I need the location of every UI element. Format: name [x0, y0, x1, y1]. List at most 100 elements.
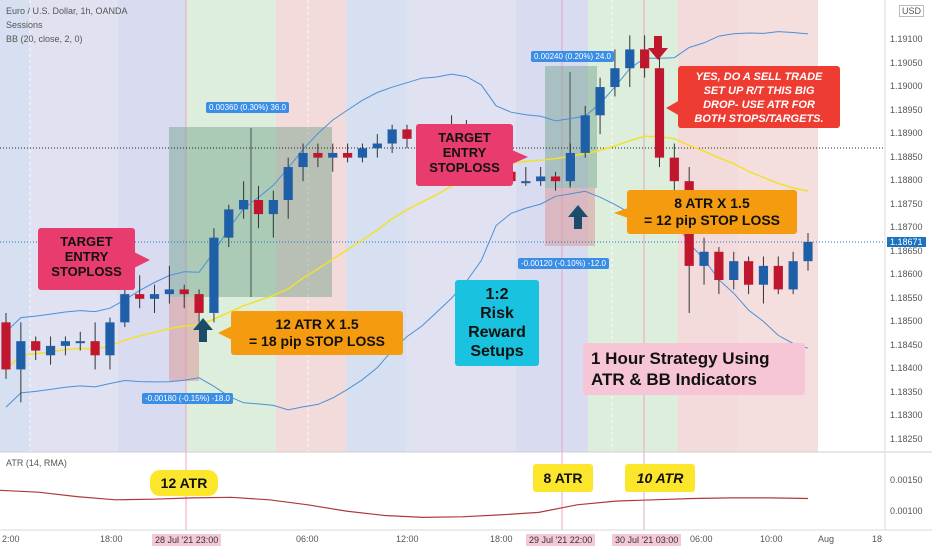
candle-down[interactable] [179, 284, 189, 309]
candle-down[interactable] [714, 247, 724, 295]
time-tick-label: 28 Jul '21 23:00 [152, 534, 222, 546]
sell-trade-note: YES, DO A SELL TRADE SET UP R/T THIS BIG… [678, 66, 840, 128]
candle-body [45, 345, 56, 356]
candle-body [714, 251, 724, 280]
candle-body [357, 148, 368, 158]
candle-down[interactable] [31, 336, 41, 360]
candle-up[interactable] [209, 228, 219, 323]
bb-legend[interactable]: BB (20, close, 2, 0) [6, 34, 83, 44]
price-tick-label: 1.19100 [890, 34, 923, 44]
candle-down[interactable] [640, 35, 650, 78]
atr-10-label: 10 ATR [625, 464, 695, 492]
note-line: TARGET [438, 130, 491, 145]
candle-up[interactable] [521, 167, 531, 186]
candle-body [135, 294, 145, 299]
note-line: Reward [468, 324, 526, 341]
candle-down[interactable] [1, 312, 11, 379]
risk-reward-note: 1:2 Risk Reward Setups [455, 280, 539, 366]
candle-up[interactable] [610, 49, 620, 97]
candle-body [550, 176, 561, 182]
candle-up[interactable] [625, 35, 635, 88]
candle-up[interactable] [595, 77, 605, 135]
candle-body [803, 241, 813, 262]
candle-body [743, 261, 754, 285]
candle-down[interactable] [194, 289, 204, 323]
note-line: 1:2 [485, 286, 509, 303]
candle-down[interactable] [743, 256, 754, 295]
candle-up[interactable] [729, 251, 739, 290]
currency-badge[interactable]: USD [899, 5, 925, 17]
price-tick-label: 1.18400 [890, 363, 923, 374]
moving-average-line[interactable] [5, 135, 809, 370]
candle-up[interactable] [16, 322, 26, 403]
candle-up[interactable] [803, 232, 813, 271]
time-tick-label: 18 [872, 534, 883, 544]
note-line: YES, DO A SELL TRADE [695, 71, 823, 83]
time-tick-label: 10:00 [760, 534, 783, 544]
atr-legend[interactable]: ATR (14, RMA) [6, 458, 67, 468]
atr-12-label: 12 ATR [150, 470, 218, 496]
candle-up[interactable] [164, 265, 174, 304]
note-line: = 18 pip STOP LOSS [248, 333, 386, 349]
candle-up[interactable] [565, 143, 575, 186]
candle-down[interactable] [90, 322, 100, 370]
candle-body [402, 129, 412, 139]
candle-up[interactable] [357, 143, 368, 163]
candle-up[interactable] [372, 134, 382, 158]
candle-body [773, 265, 783, 290]
candle-down[interactable] [654, 54, 665, 168]
atr-tick-label: 0.00100 [890, 506, 923, 517]
candle-body [372, 143, 382, 149]
candle-down[interactable] [135, 275, 145, 309]
candle-up[interactable] [268, 190, 278, 238]
candle-body [342, 152, 353, 158]
candle-down[interactable] [402, 124, 412, 149]
candle-up[interactable] [239, 181, 249, 219]
candle-up[interactable] [328, 143, 338, 172]
sessions-legend[interactable]: Sessions [6, 20, 43, 30]
price-tick-label: 1.18700 [890, 222, 923, 233]
price-tick-label: 1.18350 [890, 386, 923, 397]
candle-up[interactable] [224, 204, 234, 248]
candle-down[interactable] [253, 185, 264, 229]
candle-down[interactable] [342, 143, 353, 163]
candle-down[interactable] [773, 256, 783, 295]
candle-body [194, 294, 204, 313]
time-tick-label: 06:00 [296, 534, 319, 544]
candle-up[interactable] [699, 237, 709, 285]
candle-down[interactable] [669, 143, 679, 191]
price-tick-label: 1.19000 [890, 81, 923, 92]
candle-body [283, 167, 293, 200]
candle-body [90, 341, 100, 356]
time-tick-label: 06:00 [690, 534, 713, 544]
time-tick-label: 18:00 [100, 534, 123, 544]
candle-up[interactable] [580, 105, 590, 158]
note-line: ATR & BB Indicators [591, 370, 757, 389]
candle-body [120, 294, 130, 323]
measure-badge-top-1: 0.00360 (0.30%) 36.0 [206, 102, 289, 113]
candle-up[interactable] [45, 336, 56, 365]
candle-up[interactable] [758, 256, 769, 304]
candle-body [536, 176, 546, 182]
candle-body [699, 251, 709, 266]
candle-up[interactable] [149, 284, 160, 313]
candle-up[interactable] [387, 124, 397, 153]
note-line: 1 Hour Strategy Using [591, 349, 770, 368]
candle-up[interactable] [298, 143, 308, 182]
candle-up[interactable] [75, 331, 85, 351]
candle-down[interactable] [550, 171, 561, 191]
candle-up[interactable] [283, 157, 293, 219]
price-tick-label: 1.18950 [890, 104, 923, 115]
session-band [276, 0, 346, 452]
candle-up[interactable] [105, 317, 115, 370]
candle-up[interactable] [60, 336, 71, 356]
candle-down[interactable] [313, 143, 323, 168]
candle-body [16, 341, 26, 370]
candle-body [31, 341, 41, 351]
candle-up[interactable] [536, 167, 546, 186]
candle-up[interactable] [788, 251, 798, 295]
atr-line[interactable] [0, 489, 809, 519]
candle-body [565, 152, 575, 182]
